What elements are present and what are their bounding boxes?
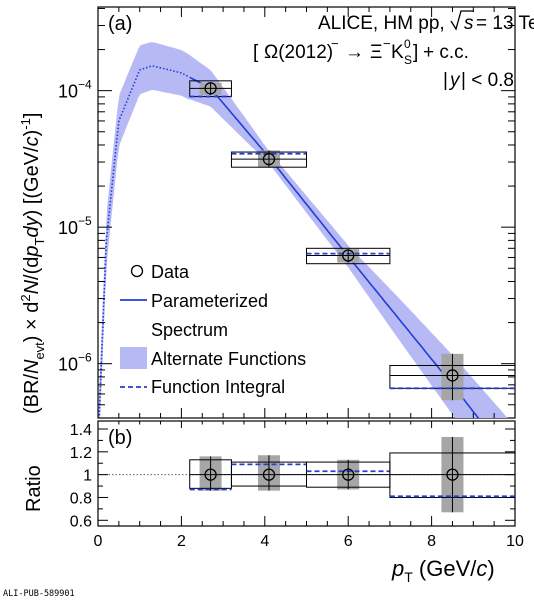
header-rap-post: | < 0.8 xyxy=(461,70,514,91)
bottom-y-tick-label: 1.2 xyxy=(70,445,92,462)
bottom-plot-area xyxy=(98,436,515,513)
header-line1-pre: ALICE, HM pp, xyxy=(318,13,445,34)
x-tick-label: 8 xyxy=(427,533,436,550)
header-sqrt-s: s xyxy=(464,13,474,34)
legend-alt-swatch xyxy=(120,347,147,369)
legend-data-marker xyxy=(130,264,144,278)
top-plot-area xyxy=(98,42,515,418)
legend: Data Parameterized Spectrum Alternate Fu… xyxy=(120,262,306,397)
bottom-y-tick-label: 0.6 xyxy=(70,513,92,530)
publication-id: ALI-PUB-589901 xyxy=(3,589,75,599)
legend-data-label: Data xyxy=(151,262,190,282)
ratio-data-point-2 xyxy=(342,468,355,481)
legend-param-label-1: Parameterized xyxy=(151,291,268,311)
ratio-data-point-0 xyxy=(204,468,217,481)
legend-alt-label: Alternate Functions xyxy=(151,349,306,369)
header-bracket-open: [ xyxy=(253,42,259,63)
sqrt-sign xyxy=(450,10,474,31)
header-omega: Ω(2012) xyxy=(264,42,333,63)
bottom-y-axis-label: Ratio xyxy=(23,465,45,512)
header-rap-y: y xyxy=(448,70,461,91)
x-tick-label: 2 xyxy=(177,533,186,550)
header-kaon: K xyxy=(391,42,404,63)
parameterized-spectrum-extrapolation xyxy=(98,65,190,418)
header-arrow: → xyxy=(345,42,364,63)
alternate-functions-band xyxy=(98,42,508,418)
header-cc: + c.c. xyxy=(423,42,469,63)
top-data-point-1 xyxy=(262,152,276,166)
top-data-point-3 xyxy=(446,369,459,382)
x-tick-label: 4 xyxy=(260,533,269,550)
svg-text:ALICE, HM pp,: ALICE, HM pp, xyxy=(318,13,445,34)
x-tick-label: 6 xyxy=(344,533,353,550)
panel-label-a: (a) xyxy=(108,13,132,35)
top-y-tick-label: 10−5 xyxy=(58,214,92,238)
top-data-point-2 xyxy=(342,249,355,262)
top-data-point-0 xyxy=(204,82,217,95)
axes-ticks: 10−4 10−5 10−6 0.6 0.8 1 1.2 1.4 0 2 4 6 8 10 xyxy=(58,7,524,550)
header-kaon-sup: 0 xyxy=(404,37,411,51)
header-annotation: ALICE, HM pp, s = 13 TeV [ Ω(2012) − → Ξ… xyxy=(253,10,534,91)
header-xi: Ξ xyxy=(370,42,382,63)
header-rap-pre: | xyxy=(443,70,448,91)
legend-param-label-2: Spectrum xyxy=(151,320,228,340)
header-kaon-sub: S xyxy=(404,53,412,67)
x-tick-label: 0 xyxy=(94,533,103,550)
top-y-tick-label: 10−4 xyxy=(58,78,92,102)
header-omega-charge: − xyxy=(331,36,339,51)
header-xi-charge: − xyxy=(383,36,391,51)
ratio-data-point-1 xyxy=(262,468,276,481)
bottom-y-tick-label: 1 xyxy=(83,468,92,485)
x-tick-label: 10 xyxy=(506,533,524,550)
top-y-tick-label: 10−6 xyxy=(58,351,92,375)
panel-label-b: (b) xyxy=(108,427,132,449)
x-axis-label: pT (GeV/c) xyxy=(391,556,495,585)
header-bracket-close: ] xyxy=(413,42,418,63)
header-line1-post: = 13 TeV xyxy=(476,13,534,34)
ratio-data-point-3 xyxy=(446,468,459,481)
legend-integral-label: Function Integral xyxy=(151,377,285,397)
top-y-axis-label: (BR/Nevt) × d2N/(dpTdy) [(GeV/c)-1] xyxy=(18,113,47,414)
bottom-y-tick-label: 1.4 xyxy=(70,422,92,439)
bottom-y-tick-label: 0.8 xyxy=(70,490,92,507)
